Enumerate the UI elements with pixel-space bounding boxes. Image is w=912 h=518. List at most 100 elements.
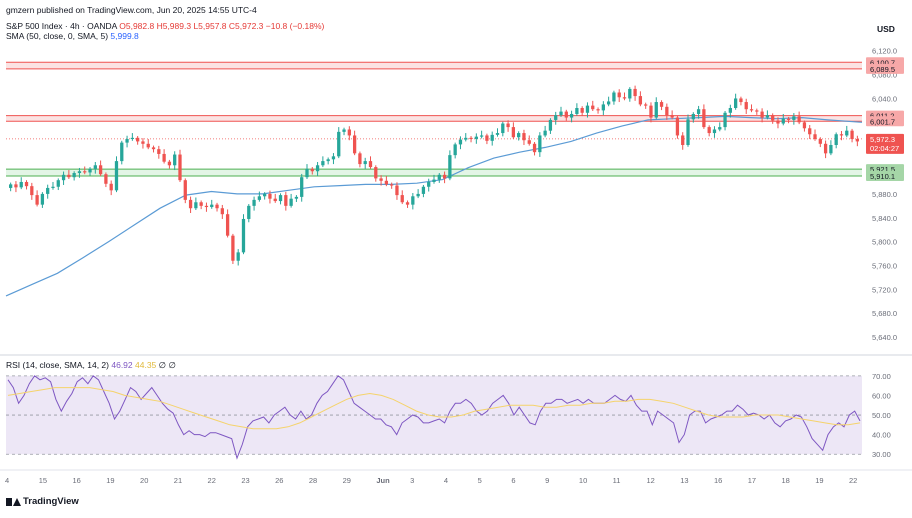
candle-body[interactable] — [723, 112, 727, 128]
candle[interactable] — [453, 142, 457, 159]
candle-body[interactable] — [606, 101, 611, 105]
candle-body[interactable] — [199, 202, 203, 206]
candle[interactable] — [194, 197, 198, 211]
candle[interactable] — [421, 184, 426, 198]
candle[interactable] — [416, 189, 420, 199]
candle[interactable] — [506, 120, 510, 132]
candle-body[interactable] — [823, 143, 828, 154]
candle[interactable] — [284, 191, 288, 211]
candle-body[interactable] — [797, 116, 801, 123]
candle[interactable] — [40, 192, 45, 208]
candle[interactable] — [210, 199, 214, 209]
candle-body[interactable] — [61, 174, 66, 181]
candle[interactable] — [30, 182, 34, 200]
candle-body[interactable] — [744, 102, 748, 110]
candle-body[interactable] — [792, 116, 796, 120]
candle[interactable] — [305, 164, 309, 179]
candle[interactable] — [829, 140, 833, 156]
candle[interactable] — [310, 167, 314, 175]
candle-body[interactable] — [390, 184, 394, 186]
candle-body[interactable] — [411, 196, 415, 205]
candle[interactable] — [511, 122, 516, 140]
candle[interactable] — [691, 112, 695, 123]
candle-body[interactable] — [559, 111, 563, 116]
candle-body[interactable] — [543, 130, 547, 136]
candle-body[interactable] — [231, 235, 235, 261]
candle[interactable] — [569, 110, 574, 123]
candle-body[interactable] — [141, 141, 145, 144]
candle-body[interactable] — [51, 186, 55, 188]
candle[interactable] — [765, 110, 770, 120]
candle-body[interactable] — [569, 113, 574, 118]
candle[interactable] — [707, 125, 711, 137]
candle[interactable] — [744, 98, 748, 114]
candle-body[interactable] — [157, 149, 161, 154]
candle[interactable] — [247, 204, 251, 223]
candle[interactable] — [188, 196, 193, 214]
candle[interactable] — [252, 196, 256, 211]
candle-body[interactable] — [458, 139, 463, 145]
candle[interactable] — [538, 132, 542, 157]
candle-body[interactable] — [786, 118, 791, 120]
candle-body[interactable] — [511, 127, 516, 138]
candles-layer[interactable] — [9, 85, 859, 266]
candle-body[interactable] — [617, 92, 621, 98]
candle-body[interactable] — [644, 104, 648, 106]
candle[interactable] — [104, 172, 108, 188]
candle-body[interactable] — [83, 171, 87, 173]
candle-body[interactable] — [432, 179, 436, 182]
candle[interactable] — [437, 173, 441, 183]
candle[interactable] — [792, 113, 796, 125]
candle-body[interactable] — [400, 195, 404, 203]
candle[interactable] — [141, 138, 145, 149]
candle-body[interactable] — [358, 153, 362, 165]
candle[interactable] — [374, 165, 378, 182]
candle-body[interactable] — [188, 199, 193, 209]
candle-body[interactable] — [173, 154, 177, 166]
candle-body[interactable] — [818, 139, 822, 144]
candle[interactable] — [786, 116, 791, 124]
candle-body[interactable] — [194, 202, 198, 209]
candle-body[interactable] — [72, 173, 76, 178]
candle[interactable] — [670, 110, 674, 120]
candle[interactable] — [845, 125, 849, 138]
candle[interactable] — [479, 130, 484, 139]
candle[interactable] — [712, 126, 717, 138]
candle-body[interactable] — [517, 133, 521, 138]
candle-body[interactable] — [591, 105, 595, 110]
candle-body[interactable] — [718, 127, 722, 130]
candle[interactable] — [797, 111, 801, 125]
candle-body[interactable] — [612, 92, 616, 102]
candle-body[interactable] — [204, 205, 209, 208]
axis-layer[interactable]: 6,120.06,080.06,040.06,000.05,960.05,920… — [5, 47, 904, 485]
candle-body[interactable] — [448, 155, 452, 179]
candle-body[interactable] — [305, 168, 309, 178]
candle-body[interactable] — [532, 143, 537, 153]
candle[interactable] — [665, 103, 669, 120]
candle[interactable] — [448, 150, 452, 181]
candle-body[interactable] — [236, 252, 240, 261]
candle-body[interactable] — [300, 177, 304, 197]
candle-body[interactable] — [681, 135, 685, 145]
candle-body[interactable] — [596, 109, 600, 111]
candle-body[interactable] — [136, 137, 140, 142]
candle-body[interactable] — [490, 134, 494, 141]
candle[interactable] — [659, 100, 664, 111]
candle[interactable] — [14, 181, 18, 193]
candle[interactable] — [702, 104, 706, 129]
candle[interactable] — [411, 193, 415, 210]
candle[interactable] — [321, 156, 325, 168]
candle[interactable] — [649, 102, 653, 123]
candle-body[interactable] — [829, 144, 833, 154]
candle[interactable] — [326, 157, 330, 165]
candle[interactable] — [273, 193, 277, 203]
candle-body[interactable] — [575, 108, 579, 114]
candle-body[interactable] — [88, 168, 92, 173]
candle-body[interactable] — [30, 186, 34, 196]
candle-body[interactable] — [416, 193, 420, 197]
candle[interactable] — [686, 114, 690, 147]
candle-body[interactable] — [257, 196, 262, 200]
candle[interactable] — [294, 195, 299, 202]
candle-body[interactable] — [19, 181, 23, 188]
candle[interactable] — [718, 122, 722, 132]
